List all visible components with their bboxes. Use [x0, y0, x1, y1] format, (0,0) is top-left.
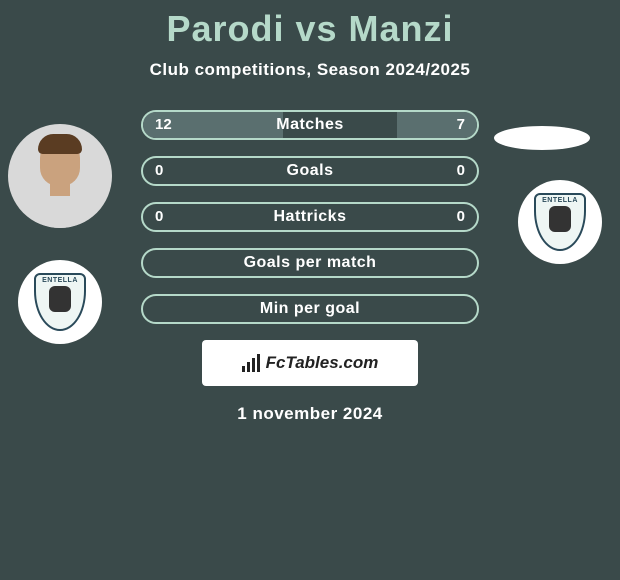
stat-label: Goals: [143, 158, 477, 184]
card-subtitle: Club competitions, Season 2024/2025: [0, 60, 620, 80]
player-left-avatar: [8, 124, 112, 228]
team-badge-left: ENTELLA: [18, 260, 102, 344]
stat-row: 00Hattricks: [141, 202, 479, 232]
stat-label: Matches: [143, 112, 477, 138]
stat-label: Goals per match: [143, 250, 477, 276]
stat-row: Min per goal: [141, 294, 479, 324]
chart-icon: [242, 354, 260, 372]
team-badge-right: ENTELLA: [518, 180, 602, 264]
stat-row: 00Goals: [141, 156, 479, 186]
card-date: 1 november 2024: [0, 404, 620, 424]
stat-label: Hattricks: [143, 204, 477, 230]
source-logo: FcTables.com: [202, 340, 418, 386]
badge-right-label: ENTELLA: [542, 197, 578, 204]
comparison-card: Parodi vs Manzi Club competitions, Seaso…: [0, 0, 620, 424]
source-logo-text: FcTables.com: [266, 353, 379, 373]
badge-left-label: ENTELLA: [42, 277, 78, 284]
stat-row: Goals per match: [141, 248, 479, 278]
stat-label: Min per goal: [143, 296, 477, 322]
stat-row: 127Matches: [141, 110, 479, 140]
stats-panel: 127Matches 00Goals 00Hattricks Goals per ma…: [141, 110, 479, 324]
player-right-avatar: [494, 126, 590, 150]
card-title: Parodi vs Manzi: [0, 8, 620, 50]
